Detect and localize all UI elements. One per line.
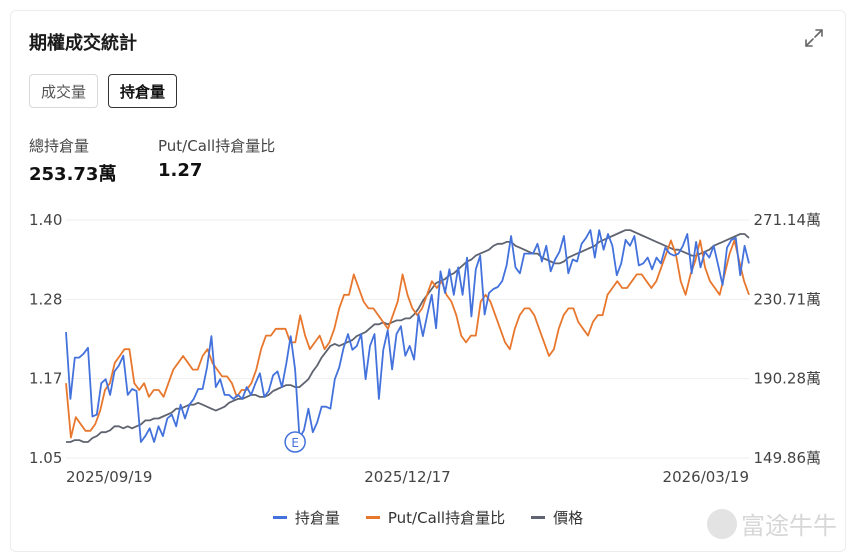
y-right-tick-label: 190.28萬 [754, 370, 822, 388]
x-tick-label: 2025/12/17 [364, 468, 450, 486]
watermark-logo: 富途牛牛 [707, 506, 837, 541]
tab-volume[interactable]: 成交量 [29, 74, 99, 108]
card-title: 期權成交統計 [29, 33, 137, 54]
event-marker: E [284, 431, 306, 453]
total-oi-label: 總持倉量 [29, 137, 90, 155]
y-left-tick-label: 1.28 [29, 290, 62, 308]
y-right-tick-label: 230.71萬 [754, 290, 822, 308]
legend-label-open-interest: 持倉量 [294, 509, 340, 527]
chart-legend: 持倉量 Put/Call持倉量比 價格 [11, 507, 845, 528]
watermark-text: 富途牛牛 [741, 512, 837, 540]
expand-icon[interactable] [803, 27, 825, 49]
y-right-tick-label: 271.14萬 [754, 211, 822, 229]
legend-swatch-price [531, 516, 546, 519]
expand-icon-graphic [805, 29, 823, 47]
chart-grid [66, 219, 749, 459]
pc-ratio-label: Put/Call持倉量比 [158, 137, 276, 155]
y-left-tick-label: 1.17 [29, 370, 62, 388]
y-right-tick-label: 149.86萬 [754, 449, 822, 467]
legend-item-price[interactable]: 價格 [531, 507, 583, 528]
legend-swatch-open-interest [272, 516, 287, 519]
x-tick-label: 2026/03/19 [663, 468, 749, 486]
option-stats-card: 期權成交統計 成交量 持倉量 總持倉量 253.73萬 Put/Call持倉量比… [10, 10, 846, 552]
watermark-icon [707, 508, 737, 539]
chart-lines [65, 229, 750, 443]
oi-chart: 1.40 271.14萬 1.28 230.71萬 1.17 190.28萬 1.05 149… [29, 211, 821, 486]
earnings-marker-icon[interactable] [284, 431, 306, 453]
x-tick-label: 2025/09/19 [66, 468, 152, 486]
y-left-tick-label: 1.05 [29, 449, 62, 467]
series-line-price [66, 229, 750, 443]
series-line-open-interest [65, 229, 750, 443]
pc-ratio-value: 1.27 [158, 160, 203, 181]
tab-open-interest[interactable]: 持倉量 [108, 74, 178, 108]
metric-tabs: 成交量 持倉量 [29, 74, 178, 108]
series-line-pc-ratio [65, 239, 750, 439]
y-left-tick-label: 1.40 [29, 211, 62, 229]
legend-swatch-pc-ratio [365, 516, 380, 519]
total-oi-value: 253.73萬 [29, 164, 117, 185]
legend-label-price: 價格 [553, 509, 584, 527]
chart-axis-labels: 1.40 271.14萬 1.28 230.71萬 1.17 190.28萬 1.05 149… [29, 211, 821, 486]
legend-item-open-interest[interactable]: 持倉量 [272, 507, 340, 528]
legend-label-pc-ratio: Put/Call持倉量比 [387, 509, 506, 527]
legend-item-pc-ratio[interactable]: Put/Call持倉量比 [365, 507, 506, 528]
earnings-marker-label: E [291, 436, 299, 450]
